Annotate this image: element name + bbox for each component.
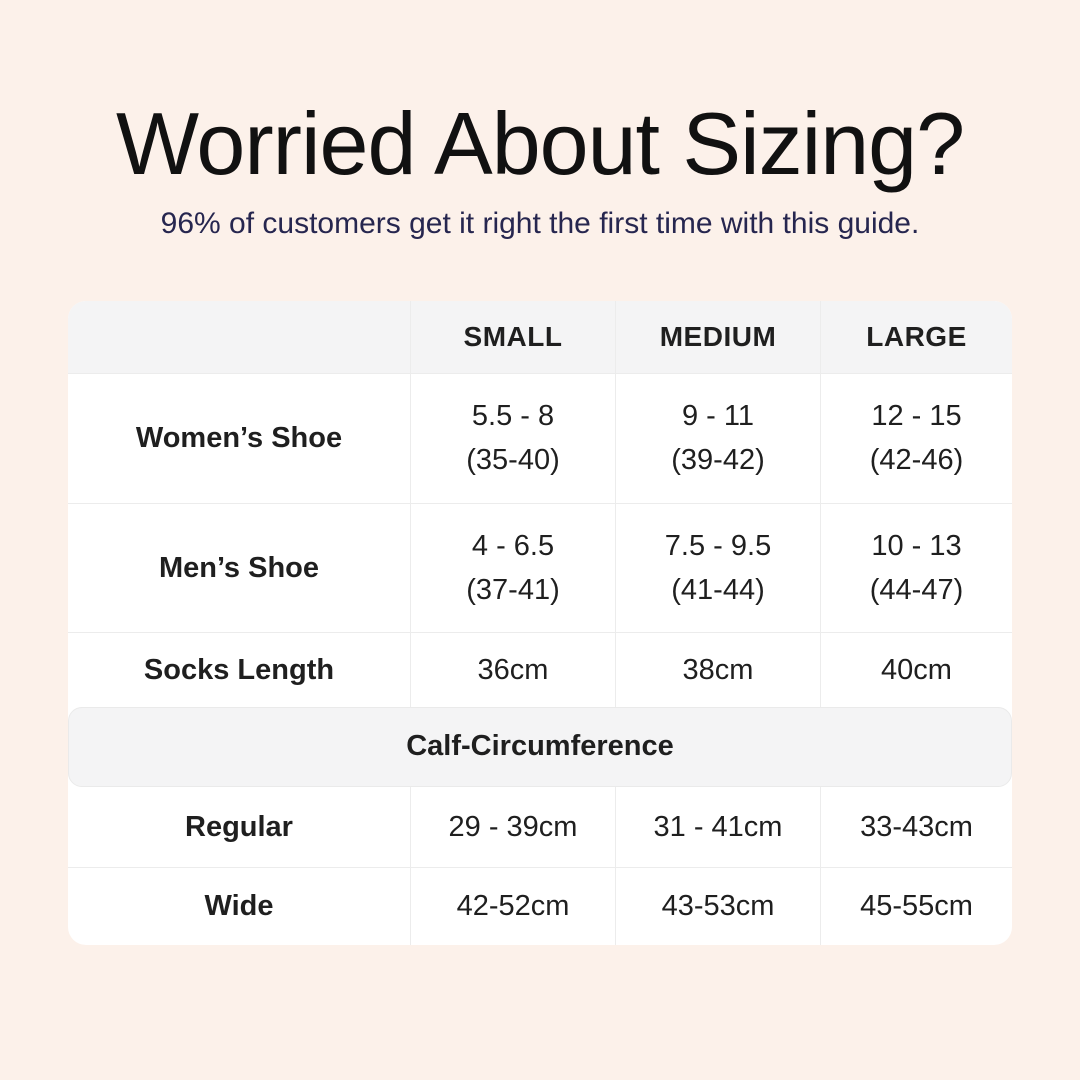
- cell-value-secondary: (35-40): [466, 444, 560, 477]
- header-cell-medium: MEDIUM: [615, 300, 820, 373]
- cell-value: 12 - 15: [871, 400, 962, 433]
- cell-regular-medium: 31 - 41cm: [615, 786, 820, 867]
- page-subtitle: 96% of customers get it right the first …: [160, 206, 920, 240]
- row-label-womens-shoe: Women’s Shoe: [135, 422, 343, 455]
- table-row-socks-length: Socks Length 36cm 38cm 40cm: [68, 632, 1012, 707]
- cell-wide-small: 42-52cm: [410, 867, 615, 945]
- calf-circumference-section-header: Calf-Circumference: [68, 706, 1012, 787]
- cell-mens-large: 10 - 13 (44-47): [820, 503, 1012, 632]
- table-row-mens-shoe: Men’s Shoe 4 - 6.5 (37-41) 7.5 - 9.5 (41…: [68, 503, 1012, 633]
- row-label-wide: Wide: [204, 890, 274, 923]
- cell-value: 4 - 6.5: [471, 529, 555, 562]
- header-cell-empty: [68, 301, 410, 373]
- page-title: Worried About Sizing?: [115, 94, 965, 193]
- cell-value-secondary: (39-42): [671, 444, 765, 477]
- table-row-regular: Regular 29 - 39cm 31 - 41cm 33-43cm: [68, 786, 1012, 868]
- cell-womens-small: 5.5 - 8 (35-40): [410, 373, 615, 503]
- cell-wide-large: 45-55cm: [820, 867, 1012, 945]
- cell-socks-large: 40cm: [820, 632, 1012, 707]
- cell-value: 5.5 - 8: [471, 400, 555, 433]
- cell-value-secondary: (37-41): [466, 573, 560, 606]
- cell-value: 10 - 13: [871, 529, 962, 562]
- cell-mens-small: 4 - 6.5 (37-41): [410, 503, 615, 632]
- cell-regular-large: 33-43cm: [820, 786, 1012, 867]
- sizing-table: SMALL MEDIUM LARGE Women’s Shoe 5.5 - 8 …: [68, 300, 1012, 945]
- cell-value: 7.5 - 9.5: [664, 529, 772, 562]
- row-label-socks-length: Socks Length: [143, 653, 335, 686]
- table-row-wide: Wide 42-52cm 43-53cm 45-55cm: [68, 867, 1012, 945]
- cell-socks-small: 36cm: [410, 632, 615, 707]
- cell-mens-medium: 7.5 - 9.5 (41-44): [615, 503, 820, 632]
- table-header-row: SMALL MEDIUM LARGE: [68, 300, 1012, 374]
- header-cell-large: LARGE: [820, 300, 1012, 373]
- cell-regular-small: 29 - 39cm: [410, 786, 615, 867]
- cell-value-secondary: (42-46): [869, 444, 964, 477]
- cell-wide-medium: 43-53cm: [615, 867, 820, 945]
- row-label-regular: Regular: [185, 810, 293, 843]
- cell-womens-large: 12 - 15 (42-46): [820, 373, 1012, 503]
- cell-value-secondary: (44-47): [869, 573, 964, 606]
- header-cell-small: SMALL: [410, 300, 615, 373]
- table-row-womens-shoe: Women’s Shoe 5.5 - 8 (35-40) 9 - 11 (39-…: [68, 373, 1012, 504]
- row-label-mens-shoe: Men’s Shoe: [158, 551, 320, 584]
- cell-socks-medium: 38cm: [615, 632, 820, 707]
- cell-womens-medium: 9 - 11 (39-42): [615, 373, 820, 503]
- cell-value: 9 - 11: [681, 400, 754, 433]
- cell-value-secondary: (41-44): [671, 573, 765, 606]
